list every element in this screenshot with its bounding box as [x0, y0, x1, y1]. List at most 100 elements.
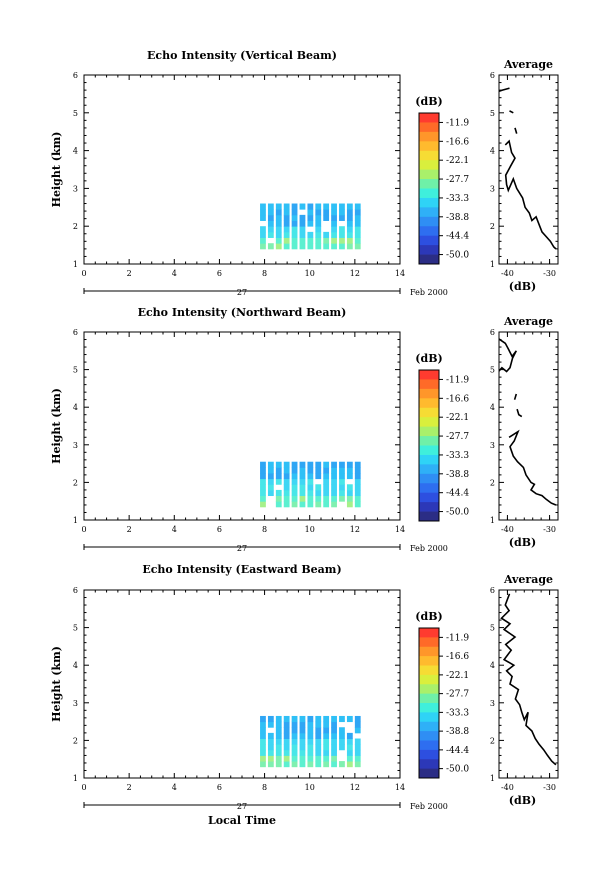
- echo-cell: [315, 231, 322, 238]
- echo-cell: [346, 214, 353, 221]
- colorbar-tick-label: -27.7: [446, 432, 469, 442]
- echo-cell: [315, 467, 322, 474]
- profile-line: [500, 593, 557, 766]
- echo-cell: [331, 715, 337, 723]
- colorbar-swatch: [419, 169, 439, 180]
- echo-cell: [291, 715, 298, 723]
- echo-cell: [354, 461, 361, 468]
- echo-cell: [307, 220, 314, 227]
- y-tick-label: 5: [73, 624, 78, 633]
- profile-line: [516, 408, 523, 418]
- chart-title: Echo Intensity (Eastward Beam): [142, 563, 341, 576]
- echo-cell: [354, 237, 361, 244]
- echo-cell: [267, 243, 274, 250]
- colorbar-swatch: [419, 245, 439, 255]
- echo-cell: [260, 761, 266, 768]
- y-tick-label: 6: [73, 71, 78, 80]
- profile-x-label: (dB): [509, 536, 536, 549]
- echo-cell: [315, 715, 322, 723]
- profile-line: [509, 110, 514, 114]
- colorbar-swatch: [419, 483, 439, 494]
- echo-cell: [346, 755, 353, 762]
- echo-cell: [299, 231, 306, 238]
- colorbar-swatch: [419, 473, 439, 484]
- echo-cell: [275, 727, 282, 734]
- colorbar-swatch: [419, 454, 439, 465]
- echo-cell: [283, 220, 290, 227]
- colorbar-tick-label: -22.1: [446, 156, 469, 166]
- colorbar-frame: [418, 369, 440, 522]
- profile-x-tick-label: -30: [543, 269, 556, 278]
- y-tick-label: 4: [73, 147, 78, 156]
- chart-title: Echo Intensity (Northward Beam): [138, 306, 347, 319]
- echo-cell: [339, 467, 345, 474]
- x-tick-label: 14: [395, 783, 405, 792]
- echo-cell: [307, 473, 314, 480]
- echo-cell: [315, 761, 322, 768]
- echo-cell: [299, 243, 306, 250]
- colorbar-tick-label: -16.6: [446, 652, 469, 662]
- echo-cell: [354, 495, 361, 502]
- echo-cell: [260, 209, 266, 216]
- echo-cell: [323, 484, 330, 491]
- colorbar-tick-label: -33.3: [446, 708, 469, 718]
- echo-cell: [331, 484, 337, 491]
- echo-cell: [275, 203, 282, 210]
- echo-cell: [315, 495, 322, 502]
- echo-cell: [346, 220, 353, 227]
- profile-y-tick-label: 2: [490, 222, 495, 231]
- echo-cell: [299, 203, 306, 210]
- colorbar-swatch: [419, 188, 439, 199]
- echo-cell: [307, 489, 314, 497]
- echo-cell: [283, 715, 290, 723]
- echo-cell: [260, 243, 266, 250]
- echo-cell: [346, 461, 353, 468]
- echo-cell: [315, 473, 322, 480]
- echo-cell: [291, 749, 298, 756]
- echo-cell: [315, 738, 322, 745]
- echo-cell: [307, 761, 314, 768]
- echo-cell: [354, 467, 361, 474]
- echo-cell: [354, 231, 361, 238]
- profile-y-tick-label: 3: [490, 441, 495, 450]
- echo-cell: [267, 489, 274, 497]
- echo-cell: [283, 226, 290, 233]
- echo-cell: [331, 214, 337, 221]
- y-tick-label: 6: [73, 328, 78, 337]
- echo-cell: [323, 214, 330, 221]
- profile-y-tick-label: 5: [490, 366, 495, 375]
- colorbar-swatch: [419, 492, 439, 503]
- echo-cell: [299, 467, 306, 474]
- echo-cell: [267, 478, 274, 485]
- profile-x-label: (dB): [509, 280, 536, 293]
- echo-cell: [267, 209, 274, 216]
- echo-cell: [354, 501, 361, 508]
- echo-cell: [299, 495, 306, 502]
- echo-cell: [339, 243, 345, 250]
- echo-cell: [260, 237, 266, 244]
- echo-cell: [275, 495, 282, 502]
- echo-cell: [299, 755, 306, 762]
- y-tick-label: 5: [73, 109, 78, 118]
- colorbar-swatch: [419, 388, 439, 399]
- profile-y-tick-label: 2: [490, 478, 495, 487]
- echo-cell: [354, 489, 361, 497]
- echo-cell: [260, 738, 266, 745]
- echo-cell: [323, 209, 330, 216]
- colorbar-tick-label: -11.9: [446, 118, 469, 128]
- echo-cell: [275, 226, 282, 233]
- x-tick-label: 12: [350, 783, 360, 792]
- profile-y-tick-label: 4: [490, 147, 495, 156]
- y-tick-label: 6: [73, 586, 78, 595]
- profile-lines: [499, 338, 557, 506]
- echo-cell: [339, 727, 345, 734]
- colorbar-swatch: [419, 113, 439, 123]
- echo-cell: [339, 484, 345, 491]
- echo-cell: [331, 489, 337, 497]
- echo-cell: [346, 473, 353, 480]
- echo-cell: [354, 484, 361, 491]
- echo-cell: [339, 237, 345, 244]
- y-tick-label: 1: [73, 774, 78, 783]
- echo-cell: [323, 755, 330, 762]
